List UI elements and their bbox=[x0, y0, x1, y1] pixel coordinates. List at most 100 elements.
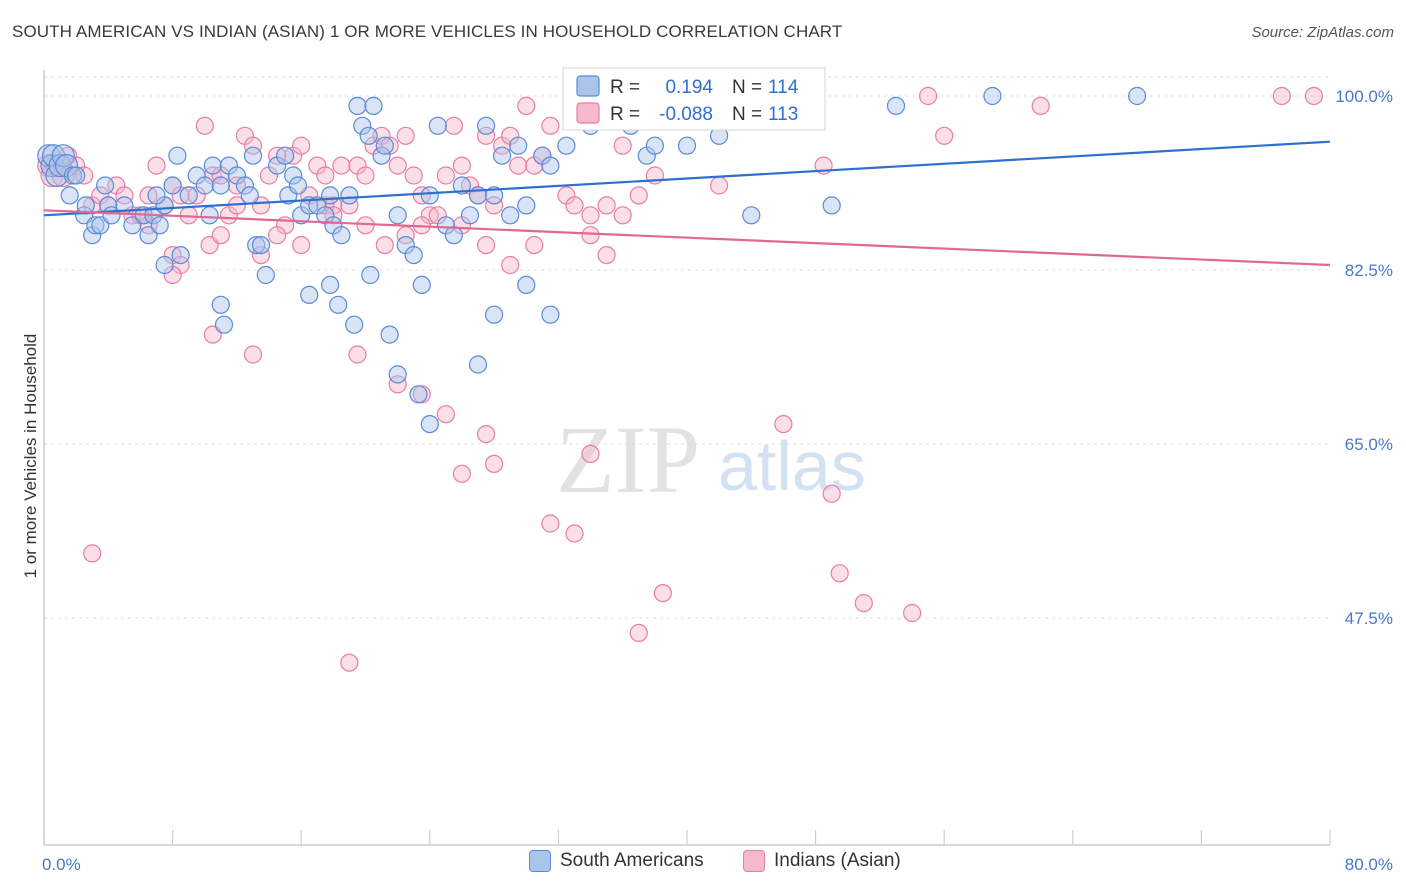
indians-asian-point-113 bbox=[485, 454, 504, 473]
south-americans-point-8 bbox=[67, 166, 86, 185]
indians-asian-point-95 bbox=[375, 236, 394, 255]
south-americans-point-65 bbox=[428, 116, 447, 135]
south-americans-point-40 bbox=[251, 236, 271, 255]
south-americans-point-25 bbox=[147, 186, 166, 205]
south-americans-point-31 bbox=[200, 206, 219, 225]
indians-asian-point-41 bbox=[356, 166, 375, 185]
indians-asian-point-111 bbox=[452, 464, 471, 483]
indians-asian-point-74 bbox=[709, 176, 729, 195]
south-americans-point-71 bbox=[477, 116, 496, 135]
south-americans-point-103 bbox=[329, 295, 348, 314]
legend-label-south-americans: South Americans bbox=[560, 850, 704, 871]
stats-legend: R = 0.194 N = 114 R = -0.088 N = 113 bbox=[562, 67, 826, 131]
indians-asian-point-67 bbox=[581, 206, 600, 225]
south-americans-point-32 bbox=[203, 156, 222, 175]
legend-r-value-0: 0.194 bbox=[665, 77, 713, 98]
south-americans-point-60 bbox=[388, 206, 407, 225]
south-americans-point-72 bbox=[485, 186, 504, 205]
trend-line-indians-asian bbox=[43, 209, 1331, 267]
south-americans-point-26 bbox=[163, 176, 182, 195]
indians-asian-point-11 bbox=[115, 186, 134, 205]
south-americans-point-95 bbox=[1127, 86, 1147, 106]
indians-asian-point-116 bbox=[653, 583, 673, 603]
indians-asian-point-102 bbox=[581, 226, 600, 245]
indians-asian-point-45 bbox=[388, 156, 407, 175]
x-tick-label-0: 0.0% bbox=[42, 855, 81, 874]
south-americans-point-58 bbox=[372, 146, 391, 165]
south-americans-point-13 bbox=[86, 216, 105, 235]
south-americans-point-107 bbox=[388, 365, 407, 384]
south-americans-point-55 bbox=[353, 116, 372, 135]
south-americans-point-68 bbox=[452, 176, 471, 195]
bottom-legend: South Americans Indians (Asian) bbox=[0, 850, 1406, 878]
indians-asian-point-123 bbox=[83, 544, 102, 563]
indians-asian-point-87 bbox=[211, 226, 230, 245]
south-americans-point-44 bbox=[284, 166, 303, 185]
trend-line-south-americans bbox=[43, 140, 1331, 217]
south-americans-point-108 bbox=[409, 385, 428, 404]
south-americans-point-57 bbox=[364, 96, 383, 116]
south-americans-point-30 bbox=[195, 176, 214, 195]
indians-asian-point-120 bbox=[854, 593, 873, 613]
south-americans-point-92 bbox=[822, 196, 841, 215]
indians-asian-point-51 bbox=[436, 166, 455, 185]
south-americans-point-99 bbox=[214, 315, 234, 334]
indians-asian-point-108 bbox=[388, 375, 407, 394]
series-indians-asian bbox=[37, 86, 1324, 672]
indians-asian-point-21 bbox=[195, 116, 214, 135]
south-americans-point-5 bbox=[51, 144, 75, 168]
south-americans-point-101 bbox=[300, 285, 319, 304]
south-americans-point-23 bbox=[150, 216, 169, 235]
indians-asian-point-52 bbox=[444, 116, 463, 135]
indians-asian-point-47 bbox=[404, 166, 423, 185]
indians-asian-point-125 bbox=[581, 444, 600, 463]
watermark-atlas: atlas bbox=[718, 427, 866, 505]
south-americans-point-74 bbox=[501, 206, 520, 225]
south-americans-point-97 bbox=[171, 246, 190, 265]
legend-item-south-americans: South Americans bbox=[529, 850, 704, 872]
south-americans-point-63 bbox=[412, 275, 431, 294]
indians-asian-point-100 bbox=[501, 255, 520, 275]
legend-n-label-1: N = bbox=[732, 104, 762, 125]
south-americans-point-100 bbox=[256, 265, 275, 285]
legend-item-indians-asian: Indians (Asian) bbox=[743, 850, 901, 872]
indians-asian-point-60 bbox=[509, 156, 528, 175]
legend-swatch-south-americans bbox=[529, 850, 551, 872]
indians-asian-point-27 bbox=[243, 136, 263, 155]
legend-r-label-0: R = bbox=[610, 77, 640, 98]
indians-asian-point-53 bbox=[452, 156, 471, 175]
south-americans-point-76 bbox=[517, 196, 536, 215]
legend-swatch-indians-asian bbox=[743, 850, 765, 872]
indians-asian-point-99 bbox=[477, 236, 496, 255]
south-americans-point-87 bbox=[677, 136, 697, 155]
south-americans-point-38 bbox=[243, 146, 263, 165]
south-americans-point-28 bbox=[179, 186, 198, 205]
south-americans-point-69 bbox=[460, 206, 480, 225]
legend-swatch-blue bbox=[576, 75, 600, 97]
indians-asian-point-107 bbox=[348, 345, 367, 364]
south-americans-point-93 bbox=[886, 96, 906, 116]
south-americans-point-54 bbox=[348, 96, 367, 116]
south-americans-point-112 bbox=[517, 275, 536, 294]
south-americans-point-62 bbox=[404, 246, 423, 265]
indians-asian-point-101 bbox=[525, 236, 544, 255]
south-americans-point-105 bbox=[361, 265, 380, 285]
trend-lines bbox=[43, 140, 1331, 267]
y-tick-label-3: 47.5% bbox=[1345, 609, 1393, 628]
south-americans-point-102 bbox=[321, 275, 340, 294]
south-americans-point-98 bbox=[211, 295, 230, 314]
south-americans-point-43 bbox=[279, 186, 298, 205]
indians-asian-point-110 bbox=[436, 405, 455, 424]
indians-asian-point-119 bbox=[830, 564, 849, 583]
south-americans-point-75 bbox=[509, 136, 528, 155]
indians-asian-point-112 bbox=[477, 425, 496, 444]
indians-asian-point-124 bbox=[629, 623, 648, 643]
indians-asian-point-82 bbox=[1304, 86, 1324, 106]
indians-asian-point-104 bbox=[613, 206, 632, 225]
indians-asian-point-90 bbox=[268, 226, 287, 245]
indians-asian-point-118 bbox=[822, 484, 841, 503]
indians-asian-point-38 bbox=[332, 156, 351, 175]
legend-r-value-1: -0.088 bbox=[659, 104, 713, 125]
chart-title: SOUTH AMERICAN VS INDIAN (ASIAN) 1 OR MO… bbox=[12, 22, 843, 41]
